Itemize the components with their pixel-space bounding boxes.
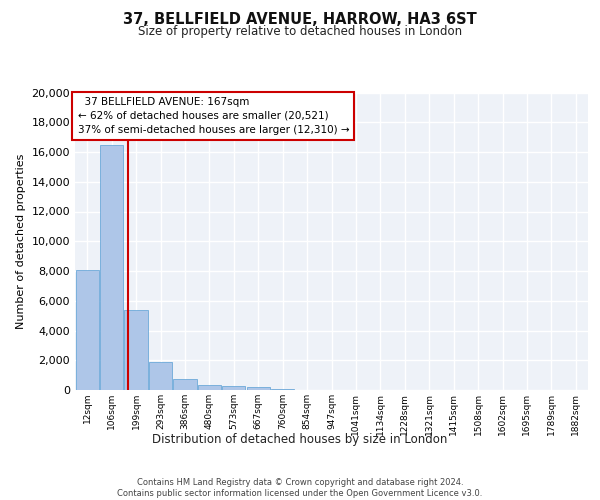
Text: Contains HM Land Registry data © Crown copyright and database right 2024.
Contai: Contains HM Land Registry data © Crown c… [118, 478, 482, 498]
Bar [198, 385, 221, 390]
Bar [222, 386, 245, 390]
Y-axis label: Number of detached properties: Number of detached properties [16, 154, 26, 329]
Text: 37 BELLFIELD AVENUE: 167sqm
← 62% of detached houses are smaller (20,521)
37% of: 37 BELLFIELD AVENUE: 167sqm ← 62% of det… [77, 97, 349, 135]
Text: Size of property relative to detached houses in London: Size of property relative to detached ho… [138, 25, 462, 38]
Text: Distribution of detached houses by size in London: Distribution of detached houses by size … [152, 432, 448, 446]
Text: 37, BELLFIELD AVENUE, HARROW, HA3 6ST: 37, BELLFIELD AVENUE, HARROW, HA3 6ST [123, 12, 477, 28]
Bar [76, 270, 99, 390]
Bar [100, 144, 123, 390]
Bar [149, 362, 172, 390]
Bar [124, 310, 148, 390]
Bar [173, 379, 197, 390]
Bar [247, 387, 270, 390]
